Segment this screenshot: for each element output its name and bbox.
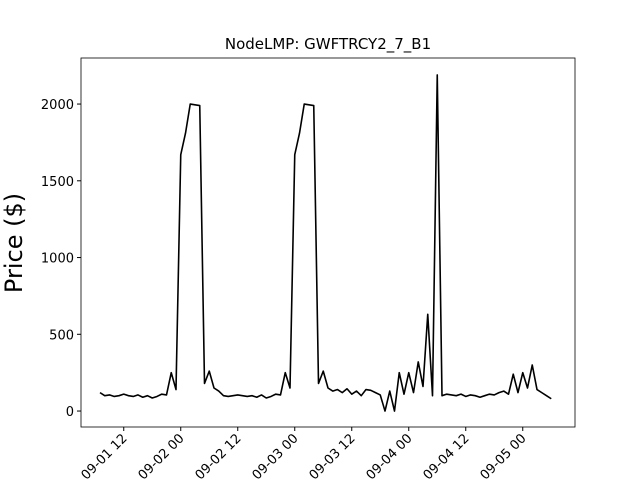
x-tick-label: 09-05 00 — [478, 431, 530, 480]
chart-title: NodeLMP: GWFTRCY2_7_B1 — [225, 35, 431, 54]
x-tick-label: 09-04 00 — [364, 431, 416, 480]
plot-frame — [80, 57, 576, 428]
y-tick-label: 0 — [66, 405, 74, 420]
x-tick-label: 09-04 12 — [421, 431, 473, 480]
price-line — [99, 74, 552, 412]
y-tick-label: 1000 — [41, 252, 74, 267]
y-tick-label: 1500 — [41, 175, 74, 190]
y-tick-label: 2000 — [41, 98, 74, 113]
y-tick-label: 500 — [49, 328, 74, 343]
x-tick-label: 09-02 00 — [136, 431, 188, 480]
x-tick-label: 09-02 12 — [193, 431, 245, 480]
y-axis-label: Price ($) — [0, 193, 28, 293]
x-tick-label: 09-01 12 — [79, 431, 131, 480]
x-tick-label: 09-03 00 — [250, 431, 302, 480]
x-tick-label: 09-03 12 — [307, 431, 359, 480]
